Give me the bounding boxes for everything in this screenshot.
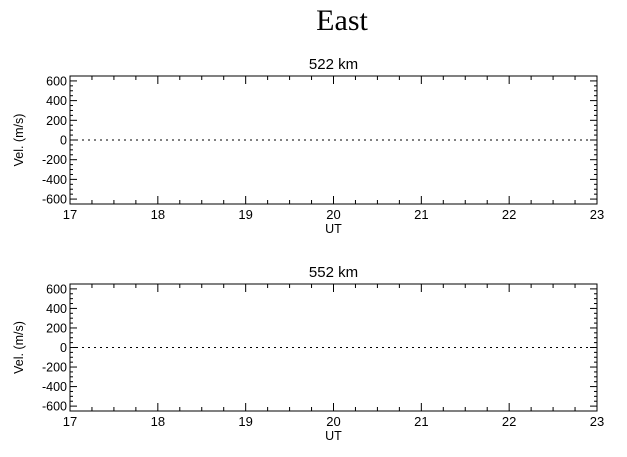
x-tick-label: 21 (414, 207, 428, 222)
y-axis-label: Vel. (m/s) (12, 114, 26, 167)
chart-panel-1: 522 km 17 18 19 20 21 22 23 600 400 200 0 -200 -400 -6… (12, 56, 604, 236)
y-tick-label: 600 (46, 282, 67, 296)
x-tick-label: 19 (238, 207, 252, 222)
x-tick-label: 17 (63, 414, 77, 429)
y-tick-label: -600 (42, 400, 67, 414)
y-tick-label: -400 (42, 380, 67, 394)
x-tick-label: 23 (590, 414, 604, 429)
y-tick-label: 400 (46, 302, 67, 316)
x-tick-label: 18 (151, 414, 165, 429)
panel-title: 552 km (309, 264, 358, 281)
y-tick-label: 0 (60, 134, 67, 148)
y-tick-label: 200 (46, 114, 67, 128)
y-tick-label: 200 (46, 321, 67, 335)
figure-title: East (316, 4, 368, 37)
x-tick-label: 22 (502, 207, 516, 222)
x-tick-label: 19 (238, 414, 252, 429)
x-axis-label: UT (325, 222, 342, 236)
x-tick-label: 18 (151, 207, 165, 222)
x-tick-label: 20 (326, 207, 340, 222)
y-tick-label: 600 (46, 74, 67, 88)
chart-panel-2: 552 km 17 18 19 20 21 22 23 600 400 200 0 -200 -400 -6… (12, 264, 604, 443)
y-tick-label: -400 (42, 173, 67, 187)
x-tick-label: 22 (502, 414, 516, 429)
x-tick-label: 21 (414, 414, 428, 429)
panel-title: 522 km (309, 56, 358, 73)
x-axis-label: UT (325, 429, 342, 443)
x-tick-label: 17 (63, 207, 77, 222)
x-tick-label: 20 (326, 414, 340, 429)
x-tick-label: 23 (590, 207, 604, 222)
y-tick-label: -200 (42, 361, 67, 375)
y-axis-label: Vel. (m/s) (12, 321, 26, 374)
y-tick-label: -200 (42, 153, 67, 167)
y-tick-label: -600 (42, 193, 67, 207)
y-tick-label: 0 (60, 341, 67, 355)
y-tick-label: 400 (46, 94, 67, 108)
